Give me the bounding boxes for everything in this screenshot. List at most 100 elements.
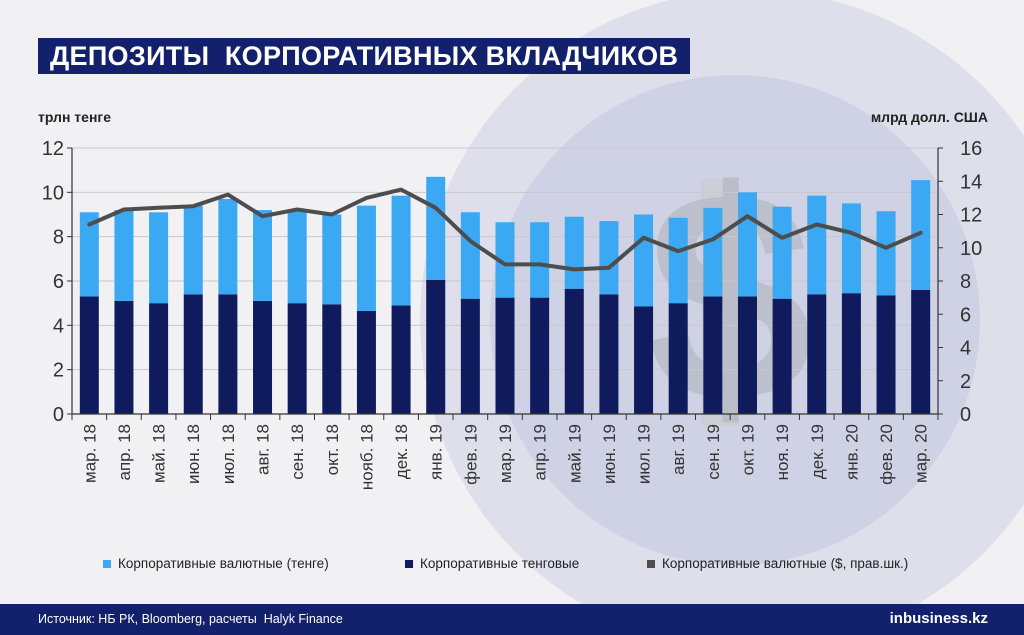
x-tick-label: май. 18 (150, 424, 169, 483)
bars (79, 176, 931, 414)
page-title: ДЕПОЗИТЫ КОРПОРАТИВНЫХ ВКЛАДЧИКОВ (38, 38, 691, 74)
x-tick-label: июн. 18 (184, 424, 203, 484)
x-tick-label: апр. 19 (531, 424, 550, 480)
x-tick-labels: мар. 18 апр. 18 май. 18 июн. 18 июл. 18 авг. … (80, 424, 930, 490)
bar-tenge (287, 303, 307, 414)
x-tick-label: май. 19 (565, 424, 584, 483)
bar-fx-tenge (426, 176, 446, 280)
x-tick-label: сен. 19 (704, 424, 723, 480)
bar-fx-tenge (495, 222, 515, 298)
page-title-text: ДЕПОЗИТЫ КОРПОРАТИВНЫХ ВКЛАДЧИКОВ (50, 40, 679, 71)
bar-fx-tenge (287, 210, 307, 304)
bar-tenge (737, 296, 757, 414)
legend-swatch-fx-usd (647, 559, 655, 568)
bar-tenge (807, 294, 827, 414)
bar-fx-tenge (391, 195, 411, 306)
bar-fx-tenge (253, 210, 273, 301)
right-tick-label: 14 (960, 171, 982, 193)
bar-tenge (183, 294, 203, 414)
bar-tenge (599, 294, 619, 414)
source-note: Источник: НБ РК, Bloomberg, расчеты Haly… (38, 612, 343, 626)
legend-label-fx-usd: Корпоративные валютные ($, прав.шк.) (662, 556, 909, 571)
bar-tenge (391, 305, 411, 414)
x-tick-label: ноя. 19 (773, 424, 792, 480)
right-tick-label: 12 (960, 205, 982, 227)
x-tick-label: авг. 18 (254, 424, 273, 475)
x-tick-label: фев. 20 (877, 424, 896, 485)
bar-fx-tenge (322, 214, 342, 305)
legend-item-fx-usd: Корпоративные валютные ($, прав.шк.) (647, 556, 908, 571)
x-tick-label: окт. 18 (323, 424, 342, 475)
bar-fx-tenge (668, 217, 688, 304)
bar-fx-tenge (79, 212, 99, 297)
bar-tenge (495, 297, 515, 414)
legend-swatch-tenge (405, 559, 413, 568)
left-axis-unit: трлн тенге (38, 109, 112, 125)
bar-tenge (911, 289, 931, 414)
x-tick-label: дек. 19 (808, 424, 827, 479)
left-tick-label: 8 (53, 227, 64, 249)
left-tick-label: 12 (42, 138, 64, 160)
x-tick-label: июн. 19 (600, 424, 619, 484)
bar-fx-tenge (114, 210, 134, 301)
bar-fx-tenge (149, 212, 169, 304)
bar-tenge (703, 296, 723, 414)
bar-tenge (218, 294, 238, 414)
bar-tenge (149, 303, 169, 414)
bar-tenge (564, 288, 584, 414)
x-tick-label: мар. 19 (496, 424, 515, 483)
footer-bar: Источник: НБ РК, Bloomberg, расчеты Haly… (0, 604, 1024, 635)
axes (67, 147, 943, 420)
right-tick-labels: 0 2 4 6 8 10 12 14 16 (960, 138, 982, 426)
x-tick-label: авг. 19 (669, 424, 688, 475)
left-tick-label: 4 (53, 315, 64, 337)
bar-tenge (634, 306, 654, 414)
right-tick-label: 6 (960, 304, 971, 326)
bar-fx-tenge (218, 198, 238, 295)
x-tick-label: июл. 18 (219, 424, 238, 484)
bar-fx-tenge (460, 212, 480, 299)
x-tick-label: мар. 18 (80, 424, 99, 483)
x-tick-label: окт. 19 (738, 424, 757, 475)
bar-fx-tenge (564, 216, 584, 289)
bar-fx-tenge (634, 214, 654, 307)
bar-fx-tenge (876, 211, 896, 296)
x-tick-label: фев. 19 (461, 424, 480, 485)
right-tick-label: 0 (960, 404, 971, 426)
left-tick-label: 10 (42, 182, 64, 204)
x-tick-label: мар. 20 (912, 424, 931, 483)
bar-tenge (460, 298, 480, 414)
legend: Корпоративные валютные (тенге) Корпорати… (0, 556, 1024, 576)
legend-label-fx-tenge: Корпоративные валютные (тенге) (118, 556, 329, 571)
bar-tenge (79, 296, 99, 414)
right-tick-label: 16 (960, 138, 982, 160)
bar-fx-tenge (772, 206, 792, 299)
bar-tenge (876, 295, 896, 414)
bar-tenge (114, 300, 134, 414)
bar-fx-tenge (807, 195, 827, 295)
right-tick-label: 2 (960, 371, 971, 393)
bar-fx-tenge (356, 205, 376, 311)
right-axis-unit: млрд долл. США (870, 109, 988, 125)
bar-fx-tenge (841, 203, 861, 294)
x-tick-label: апр. 18 (115, 424, 134, 480)
bar-fx-tenge (530, 222, 550, 298)
right-tick-label: 4 (960, 338, 971, 360)
bar-tenge (841, 293, 861, 414)
bar-tenge (253, 300, 273, 414)
bar-fx-tenge (737, 192, 757, 297)
bar-tenge (530, 297, 550, 414)
bar-tenge (668, 303, 688, 414)
left-tick-label: 6 (53, 271, 64, 293)
x-tick-label: дек. 18 (392, 424, 411, 479)
x-tick-label: июл. 19 (635, 424, 654, 484)
legend-item-tenge: Корпоративные тенговые (405, 556, 579, 571)
left-tick-label: 2 (53, 360, 64, 382)
left-tick-labels: 0 2 4 6 8 10 12 (42, 138, 64, 426)
left-tick-label: 0 (53, 404, 64, 426)
bar-tenge (772, 298, 792, 414)
brand-logo[interactable]: inbusiness.kz (889, 610, 988, 627)
right-tick-label: 8 (960, 271, 971, 293)
usd-line (87, 187, 923, 272)
bar-fx-tenge (183, 205, 203, 295)
